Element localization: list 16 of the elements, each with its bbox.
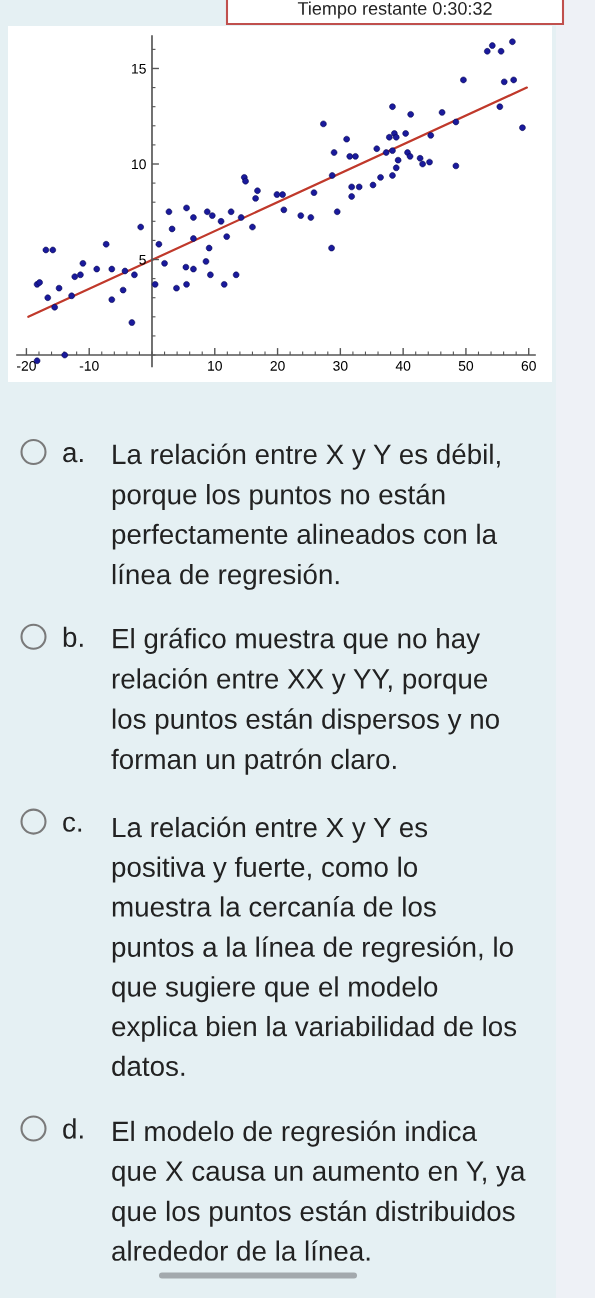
x-tick-label: -10 [79, 360, 99, 371]
x-tick-label: 30 [333, 360, 348, 371]
x-tick-label: -20 [17, 360, 36, 371]
text: c. La relación entre X y Y es positiva y fuerte, como lo muestra la cercanía de los puntos a la línea de regresión, lo que sugiere que el modelo explica bien la variabilidad de los datos. [63, 816, 517, 1077]
x-tick-label: 40 [395, 360, 411, 371]
x-tick-label: 60 [521, 360, 536, 371]
text: Tiempo restante 0:30:32 [297, 1, 492, 19]
text: a. La relación entre X y Y es débil, porque los puntos no están perfectamente alineados con la línea de regresión. [63, 443, 500, 590]
x-tick-label: 10 [208, 360, 222, 371]
y-tick-label: 10 [132, 159, 146, 170]
y-tick-label: 15 [132, 63, 146, 74]
text: b. El gráfico muestra que no hay relación entre XX y YY, porque los puntos están dispersos y no forman un patrón claro. [63, 626, 499, 775]
x-tick-label: 20 [270, 360, 285, 371]
x-tick-label: 50 [458, 360, 474, 371]
text: d. El modelo de regresión indica que X causa un aumento en Y, ya que los puntos están distribuidos alrededor de la línea. [63, 1118, 526, 1261]
y-tick-label: 5 [139, 254, 146, 265]
